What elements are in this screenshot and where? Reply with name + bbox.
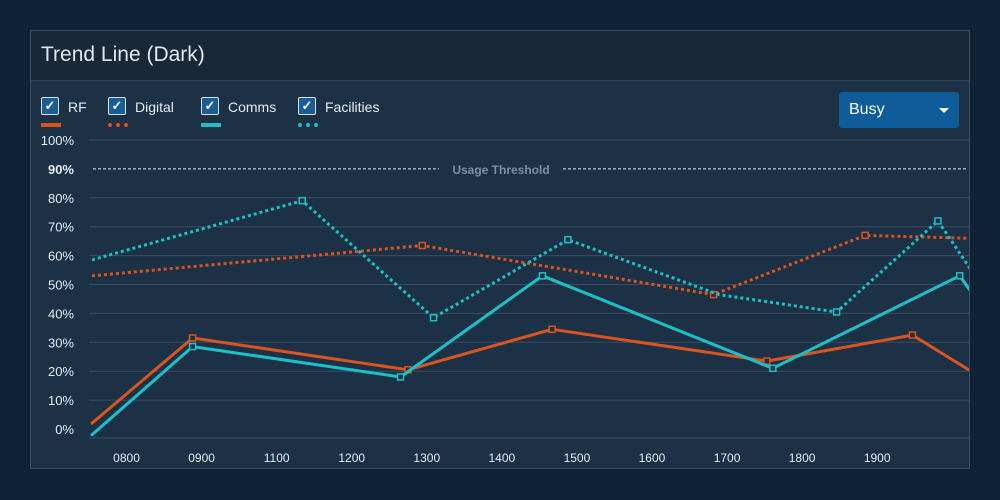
series-line-comms [90,274,969,437]
trend-chart: Usage Threshold 0% 10% 20% 30% 40% 50% 60% 70% 8… [41,133,969,465]
x-axis-labels: 0800 0900 1100 1200 1300 1400 1500 1600 1700 1800… [113,451,891,465]
x-tick-label: 1700 [714,451,741,465]
y-tick-label: 60% [48,249,74,264]
data-point-facilities[interactable] [564,235,572,244]
x-tick-label: 0800 [113,451,140,465]
x-tick-label: 1600 [639,451,666,465]
panel-header: Trend Line (Dark) [31,31,969,81]
data-point-rf[interactable] [548,325,556,334]
data-point-digital[interactable] [861,231,869,240]
x-tick-label: 1800 [789,451,816,465]
checkbox-digital[interactable]: ✓ [108,97,126,115]
legend-swatch-rf [41,123,61,127]
data-point-comms[interactable] [955,272,964,280]
data-point-digital[interactable] [418,241,427,250]
data-point-rf[interactable] [763,357,771,365]
x-tick-label: 1500 [564,451,591,465]
legend-label-rf: RF [68,99,87,115]
data-point-rf[interactable] [188,334,197,342]
panel-title: Trend Line (Dark) [41,43,205,66]
threshold-label: Usage Threshold [452,163,549,177]
data-point-facilities[interactable] [298,196,306,205]
y-tick-label: 0% [55,422,74,437]
y-axis-labels: 0% 10% 20% 30% 40% 50% 60% 70% 80% 90% 100% [41,133,75,437]
data-point-comms[interactable] [769,364,777,373]
legend-swatch-comms [201,123,221,127]
series-layer [90,196,969,437]
data-point-comms[interactable] [396,373,405,381]
chevron-down-icon [939,108,949,113]
y-tick-label: 10% [48,393,74,408]
y-tick-label: 70% [48,220,74,235]
legend-swatch-digital [108,123,128,127]
checkbox-facilities[interactable]: ✓ [298,97,316,115]
y-tick-label: 50% [48,278,74,293]
series-line-rf [90,327,969,425]
data-point-comms[interactable] [538,272,547,280]
threshold-layer: Usage Threshold [93,163,967,177]
y-tick-label: 40% [48,306,74,321]
x-tick-label: 0900 [188,451,215,465]
grid-layer [89,139,969,439]
x-tick-label: 1200 [338,451,365,465]
series-line-facilities [91,199,969,320]
legend-label-comms: Comms [228,99,277,115]
checkbox-comms[interactable]: ✓ [201,97,219,115]
x-tick-label: 1400 [488,451,515,465]
data-point-facilities[interactable] [832,308,841,316]
legend-label-facilities: Facilities [325,99,380,115]
x-tick-label: 1900 [864,451,891,465]
data-point-rf[interactable] [908,331,917,339]
dropdown-value: Busy [849,101,885,118]
y-tick-label: 90% [48,162,74,177]
y-tick-label: 20% [48,364,74,379]
x-tick-label: 1100 [264,451,290,465]
y-tick-label: 30% [48,335,74,350]
legend-swatch-facilities [298,123,318,127]
y-tick-label: 80% [48,191,74,206]
data-point-facilities[interactable] [429,313,438,322]
x-tick-label: 1300 [413,451,440,465]
trend-panel: Trend Line (Dark) ✓ RF ✓ Digital ✓ Comms… [30,30,970,469]
legend-label-digital: Digital [135,99,174,115]
y-tick-label: 100% [41,133,75,148]
checkbox-rf[interactable]: ✓ [41,97,59,115]
mode-dropdown[interactable]: Busy [839,92,959,128]
data-point-facilities[interactable] [934,217,942,225]
data-point-comms[interactable] [188,342,197,351]
